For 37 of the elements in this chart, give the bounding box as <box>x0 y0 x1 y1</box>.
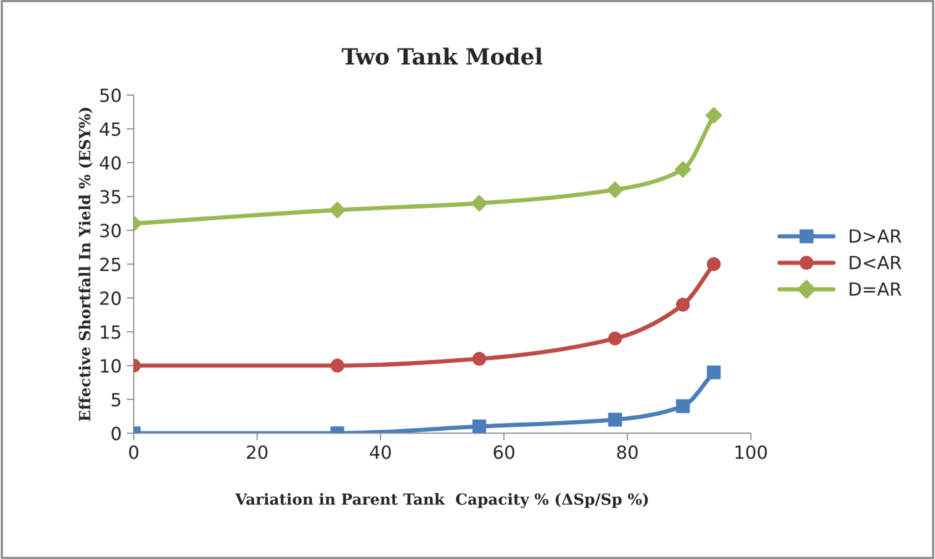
y-tick-label: 25 <box>100 258 120 272</box>
point <box>606 181 624 198</box>
y-tick-label: 30 <box>100 224 121 238</box>
x-tick-label: 0 <box>129 445 138 460</box>
x-tick-label: 60 <box>494 445 514 460</box>
point <box>674 161 692 178</box>
point <box>472 420 486 434</box>
x-tick-label: 20 <box>246 445 268 460</box>
point <box>470 194 488 212</box>
x-tick-label: 100 <box>736 445 767 460</box>
y-tick-label: 0 <box>112 426 121 440</box>
x-tick-label: 40 <box>370 445 391 460</box>
legend-label: D>AR <box>850 229 902 243</box>
point <box>706 257 721 272</box>
point <box>676 298 690 312</box>
y-tick-label: 40 <box>100 156 121 170</box>
y-tick-label: 45 <box>100 122 120 136</box>
legend-label: D=AR <box>850 282 902 296</box>
y-tick-label: 5 <box>112 393 120 407</box>
y-tick-label: 35 <box>100 190 120 204</box>
x-tick-label: 80 <box>617 445 638 460</box>
point <box>329 202 346 218</box>
point <box>608 412 622 427</box>
y-tick-label: 50 <box>100 88 121 102</box>
point <box>705 107 722 124</box>
y-axis-title: Effective Shortfall In Yield % (ESY%) <box>78 108 93 422</box>
point <box>608 332 622 346</box>
point <box>330 358 344 372</box>
point <box>676 399 690 414</box>
y-tick-label: 20 <box>100 291 121 306</box>
y-tick-label: 10 <box>100 359 121 373</box>
legend-label: D<AR <box>850 256 902 270</box>
point <box>706 365 721 380</box>
x-axis-title: Variation in Parent Tank Capacity % (ΔSp/Sp %) <box>235 493 648 508</box>
chart-title: Two Tank Model <box>342 48 542 65</box>
point <box>472 352 486 366</box>
y-tick-label: 15 <box>100 325 120 339</box>
